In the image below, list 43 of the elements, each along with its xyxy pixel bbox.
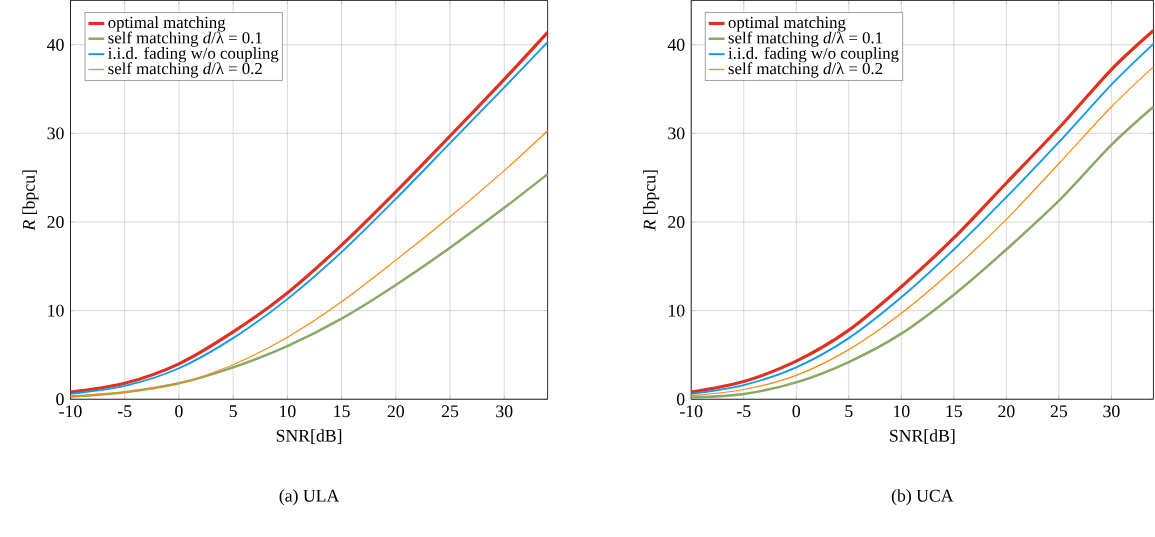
x-tick-label: 15: [946, 405, 963, 418]
x-tick-label: 20: [387, 405, 404, 418]
legend-label: i.i.d. fading w/o coupling: [108, 46, 279, 63]
legend-label: self matching d/λ = 0.2: [728, 62, 883, 78]
legend-label: i.i.d. fading w/o coupling: [728, 46, 899, 63]
legend-label: optimal matching: [728, 16, 846, 32]
text: (a) ULA: [279, 489, 340, 506]
legend-label: optimal matching: [108, 16, 226, 32]
line-series: [69, 129, 549, 398]
y-tick-label: 0: [676, 393, 685, 406]
x-tick-label: 30: [496, 405, 513, 418]
x-tick-label: 0: [792, 405, 801, 418]
x-tick-label: -10: [680, 405, 703, 418]
x-tick-label: 5: [229, 405, 237, 417]
y-tick-label: 40: [47, 38, 64, 51]
x-tick-label: 10: [894, 405, 910, 418]
legend-label: self matching d/λ = 0.2: [108, 62, 262, 78]
x-axis-title: SNR[dB]: [276, 429, 342, 444]
x-tick-label: -10: [59, 405, 82, 418]
x-tick-label: 15: [334, 405, 350, 418]
y-tick-label: 30: [668, 127, 685, 140]
y-tick-label: 20: [668, 215, 685, 228]
x-tick-label: 30: [1103, 405, 1120, 418]
x-tick-label: 0: [175, 405, 183, 418]
x-tick-label: 25: [1050, 405, 1068, 418]
x-tick-label: 10: [280, 405, 296, 418]
x-tick-label: 20: [998, 405, 1015, 418]
legend-label: self matching d/λ = 0.1: [108, 31, 262, 47]
x-tick-label: 5: [845, 405, 853, 417]
y-tick-label: 20: [47, 215, 64, 228]
y-axis-title: R [bpcu]: [22, 170, 39, 231]
y-tick-label: 0: [56, 393, 64, 406]
x-tick-label: -5: [117, 405, 132, 417]
legend-label: self matching d/λ = 0.1: [728, 31, 883, 47]
x-tick-label: 25: [441, 405, 459, 418]
y-tick-label: 10: [48, 304, 64, 317]
x-tick-label: -5: [737, 405, 751, 417]
y-tick-label: 10: [668, 304, 685, 317]
y-tick-label: 40: [667, 38, 685, 51]
x-axis-title: SNR[dB]: [890, 429, 955, 444]
y-tick-label: 30: [47, 127, 64, 140]
y-axis-title: R [bpcu]: [643, 170, 660, 231]
text: (b) UCA: [891, 489, 954, 506]
